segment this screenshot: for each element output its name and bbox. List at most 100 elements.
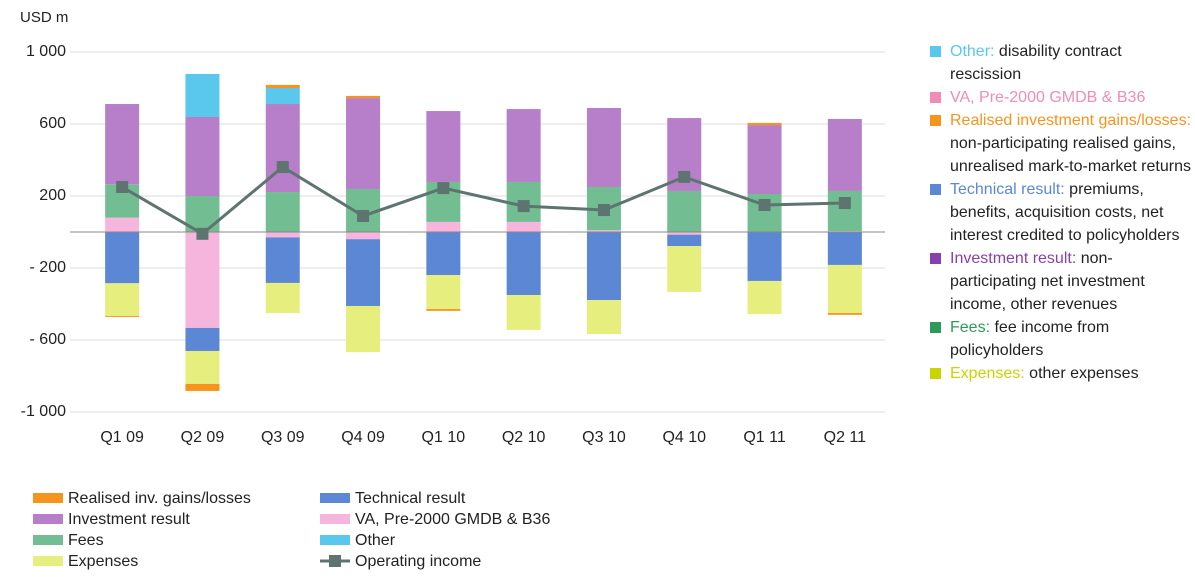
legend-swatch: [320, 535, 350, 545]
bar-segment: [265, 237, 300, 283]
bar-segment: [185, 350, 220, 384]
note-swatch: [930, 46, 941, 57]
bar-segment: [667, 232, 702, 235]
bar-segment: [667, 190, 702, 232]
bar-segment: [586, 300, 621, 335]
bar-segment: [426, 232, 461, 276]
bar-segment: [185, 383, 220, 391]
bar-segment: [105, 217, 140, 232]
bar-segment: [667, 234, 702, 247]
bar-segment: [185, 327, 220, 351]
y-tick-label: 200: [39, 187, 66, 204]
note: Technical result: premiums, benefits, ac…: [930, 178, 1192, 247]
note-label: Realised investment gains/losses:: [950, 112, 1192, 129]
note-text: other expenses: [1029, 365, 1139, 382]
legend-swatch: [33, 514, 63, 524]
line-marker: [678, 170, 691, 183]
note: Fees: fee income from policyholders: [930, 316, 1192, 362]
bar-segment: [827, 118, 862, 191]
x-tick-label: Q1 11: [743, 429, 786, 446]
bar-segment: [667, 246, 702, 292]
bar-segment: [506, 232, 541, 295]
bar-segment: [586, 230, 621, 232]
line-marker: [758, 199, 771, 211]
legend-label: Technical result: [355, 490, 466, 507]
bar-segment: [346, 305, 381, 353]
x-tick-label: Q2 11: [824, 429, 867, 446]
bar-segment: [265, 84, 300, 88]
chart: USD m 1 000 600 200 - 200 - 600 -1 000 Q1 09 Q2…: [20, 9, 885, 570]
bar-segment: [346, 239, 381, 306]
note-swatch: [930, 253, 941, 264]
x-tick-label: Q2 10: [502, 429, 546, 446]
bar-segment: [105, 316, 140, 317]
note: VA, Pre-2000 GMDB & B36: [930, 86, 1192, 109]
legend-label: Other: [355, 532, 396, 549]
bar-segment: [346, 232, 381, 240]
y-tick-label: - 600: [30, 331, 67, 348]
note-label: VA, Pre-2000 GMDB & B36: [950, 89, 1146, 106]
bar-segment: [827, 190, 862, 232]
bar-segment: [747, 280, 782, 315]
bar-segment: [827, 232, 862, 265]
legend-swatch: [33, 493, 63, 503]
bar-segment: [506, 109, 541, 182]
legend-label: Expenses: [68, 553, 138, 570]
note-swatch: [930, 322, 941, 333]
note-swatch: [930, 92, 941, 103]
note: Investment result: non-participating net…: [930, 247, 1192, 316]
legend-label: Fees: [68, 532, 104, 549]
note-label: Technical result:: [950, 181, 1065, 198]
note-text: non-participating net investment income,…: [950, 250, 1145, 313]
bar-segment: [586, 107, 621, 187]
legend-label: Investment result: [68, 511, 190, 528]
note: Realised investment gains/losses: non-pa…: [930, 109, 1192, 178]
x-tick-label: Q3 09: [261, 429, 305, 446]
note-text: disability contract rescission: [950, 43, 1122, 83]
bar-segment: [747, 232, 782, 281]
legend-swatch: [320, 493, 350, 503]
x-tick-label: Q4 10: [662, 429, 706, 446]
notes: Other: disability contract rescission VA,…: [930, 40, 1192, 385]
bar-segment: [426, 221, 461, 232]
x-tick-label: Q1 09: [100, 429, 144, 446]
line-marker: [276, 161, 289, 174]
y-tick-label: - 200: [30, 259, 67, 276]
operating-income-line: [121, 165, 845, 236]
note-text: fee income from policyholders: [950, 319, 1110, 359]
bar-segment: [105, 104, 140, 185]
line-marker: [838, 197, 851, 210]
note-label: Investment result:: [950, 250, 1077, 267]
bar-segment: [747, 122, 782, 126]
bar-segment: [426, 309, 461, 311]
line-marker: [517, 200, 530, 213]
note-swatch: [930, 184, 941, 195]
note-text: premiums, benefits, acquisition costs, n…: [950, 181, 1180, 244]
y-tick-label: 1 000: [26, 43, 66, 60]
bar-segment: [105, 232, 140, 284]
line-marker: [597, 204, 610, 217]
y-tick-label: 600: [39, 115, 66, 132]
legend-label: Operating income: [355, 553, 481, 570]
legend-swatch: [33, 556, 63, 566]
bar-segment: [265, 282, 300, 313]
bar-segment: [265, 232, 300, 238]
note: Other: disability contract rescission: [930, 40, 1192, 86]
legend-swatch: [33, 535, 63, 545]
x-tick-label: Q3 10: [582, 429, 626, 446]
note-label: Other:: [950, 43, 995, 60]
note-text: non-participating realised gains, unreal…: [950, 135, 1191, 175]
bar-segment: [346, 95, 381, 99]
y-axis-label: USD m: [20, 9, 68, 26]
legend-swatch: [320, 514, 350, 524]
y-tick-label: -1 000: [21, 403, 66, 420]
line-marker: [437, 182, 450, 195]
line-marker: [196, 227, 209, 240]
line-marker: [357, 209, 370, 222]
note: Expenses: other expenses: [930, 362, 1192, 385]
legend-marker: [329, 555, 341, 567]
x-tick-label: Q4 09: [341, 429, 385, 446]
bar-segment: [827, 313, 862, 315]
bar-segment: [185, 232, 220, 328]
